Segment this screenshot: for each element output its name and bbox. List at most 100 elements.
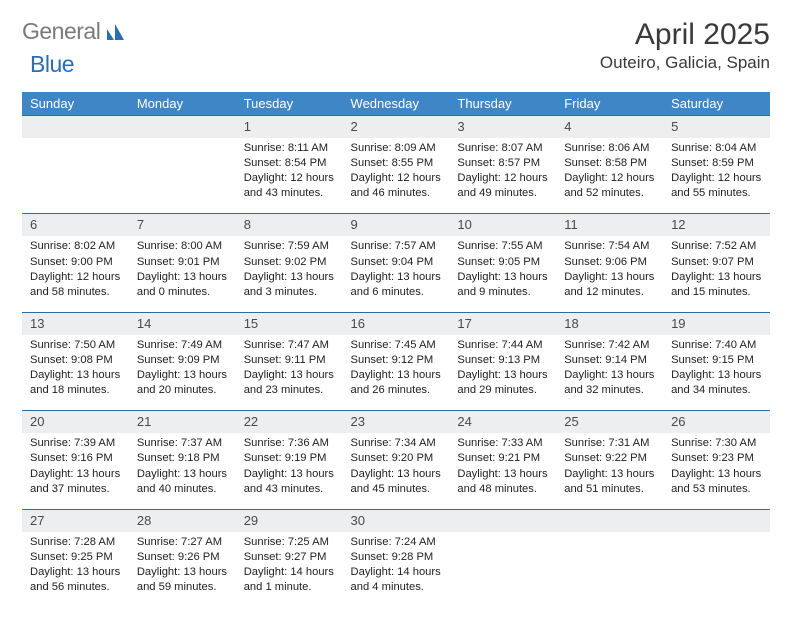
day-info-text: Sunrise: 8:09 AMSunset: 8:55 PMDaylight:…	[351, 141, 442, 201]
info-row: Sunrise: 8:11 AMSunset: 8:54 PMDaylight:…	[22, 138, 770, 214]
info-row: Sunrise: 8:02 AMSunset: 9:00 PMDaylight:…	[22, 236, 770, 312]
day-number: 22	[244, 414, 258, 429]
day-info-cell	[449, 532, 556, 607]
day-number: 10	[457, 217, 471, 232]
month-title: April 2025	[600, 18, 770, 51]
day-number: 17	[457, 316, 471, 331]
day-info-cell: Sunrise: 7:54 AMSunset: 9:06 PMDaylight:…	[556, 236, 663, 312]
day-info-cell: Sunrise: 7:47 AMSunset: 9:11 PMDaylight:…	[236, 335, 343, 411]
weekday-header: Monday	[129, 92, 236, 116]
info-row: Sunrise: 7:28 AMSunset: 9:25 PMDaylight:…	[22, 532, 770, 607]
calendar-page: General April 2025 Outeiro, Galicia, Spa…	[0, 0, 792, 617]
weekday-header: Wednesday	[343, 92, 450, 116]
daynum-row: 6789101112	[22, 214, 770, 237]
day-number: 18	[564, 316, 578, 331]
day-info-text: Sunrise: 7:54 AMSunset: 9:06 PMDaylight:…	[564, 239, 655, 299]
day-number-cell: 18	[556, 312, 663, 335]
day-info-text: Sunrise: 7:28 AMSunset: 9:25 PMDaylight:…	[30, 535, 121, 595]
day-info-cell: Sunrise: 7:28 AMSunset: 9:25 PMDaylight:…	[22, 532, 129, 607]
day-number: 6	[30, 217, 37, 232]
day-info-cell: Sunrise: 7:39 AMSunset: 9:16 PMDaylight:…	[22, 433, 129, 509]
day-number-cell: 17	[449, 312, 556, 335]
day-number: 3	[457, 119, 464, 134]
day-info-text: Sunrise: 7:30 AMSunset: 9:23 PMDaylight:…	[671, 436, 762, 496]
day-number: 12	[671, 217, 685, 232]
weekday-header: Saturday	[663, 92, 770, 116]
day-number: 27	[30, 513, 44, 528]
day-info-text: Sunrise: 7:47 AMSunset: 9:11 PMDaylight:…	[244, 338, 335, 398]
day-number-cell	[449, 509, 556, 532]
logo-text-blue: Blue	[30, 51, 74, 77]
day-number-cell: 3	[449, 116, 556, 139]
day-info-cell: Sunrise: 8:00 AMSunset: 9:01 PMDaylight:…	[129, 236, 236, 312]
day-info-text: Sunrise: 7:25 AMSunset: 9:27 PMDaylight:…	[244, 535, 335, 595]
day-number-cell: 20	[22, 411, 129, 434]
day-number-cell: 30	[343, 509, 450, 532]
day-info-cell	[22, 138, 129, 214]
day-number: 9	[351, 217, 358, 232]
day-number: 5	[671, 119, 678, 134]
day-info-cell: Sunrise: 7:34 AMSunset: 9:20 PMDaylight:…	[343, 433, 450, 509]
day-number-cell: 6	[22, 214, 129, 237]
day-info-cell: Sunrise: 7:25 AMSunset: 9:27 PMDaylight:…	[236, 532, 343, 607]
daynum-row: 1 2 3 4 5	[22, 116, 770, 139]
day-info-cell: Sunrise: 8:06 AMSunset: 8:58 PMDaylight:…	[556, 138, 663, 214]
day-number: 19	[671, 316, 685, 331]
day-number: 30	[351, 513, 365, 528]
day-number-cell: 12	[663, 214, 770, 237]
day-info-cell: Sunrise: 8:11 AMSunset: 8:54 PMDaylight:…	[236, 138, 343, 214]
day-info-text: Sunrise: 7:42 AMSunset: 9:14 PMDaylight:…	[564, 338, 655, 398]
day-number: 14	[137, 316, 151, 331]
day-number: 24	[457, 414, 471, 429]
day-number: 2	[351, 119, 358, 134]
day-number-cell: 4	[556, 116, 663, 139]
day-info-text: Sunrise: 8:07 AMSunset: 8:57 PMDaylight:…	[457, 141, 548, 201]
weekday-header: Sunday	[22, 92, 129, 116]
day-number-cell: 11	[556, 214, 663, 237]
day-info-text: Sunrise: 8:00 AMSunset: 9:01 PMDaylight:…	[137, 239, 228, 299]
day-number: 4	[564, 119, 571, 134]
day-info-text: Sunrise: 7:44 AMSunset: 9:13 PMDaylight:…	[457, 338, 548, 398]
day-number-cell	[22, 116, 129, 139]
day-info-cell: Sunrise: 7:57 AMSunset: 9:04 PMDaylight:…	[343, 236, 450, 312]
day-info-cell: Sunrise: 8:02 AMSunset: 9:00 PMDaylight:…	[22, 236, 129, 312]
info-row: Sunrise: 7:39 AMSunset: 9:16 PMDaylight:…	[22, 433, 770, 509]
calendar-table: SundayMondayTuesdayWednesdayThursdayFrid…	[22, 92, 770, 607]
calendar-body: 12345Sunrise: 8:11 AMSunset: 8:54 PMDayl…	[22, 116, 770, 608]
day-info-text: Sunrise: 7:31 AMSunset: 9:22 PMDaylight:…	[564, 436, 655, 496]
day-info-text: Sunrise: 7:45 AMSunset: 9:12 PMDaylight:…	[351, 338, 442, 398]
day-number-cell: 24	[449, 411, 556, 434]
day-number-cell: 22	[236, 411, 343, 434]
day-number: 7	[137, 217, 144, 232]
day-info-cell: Sunrise: 7:52 AMSunset: 9:07 PMDaylight:…	[663, 236, 770, 312]
day-number: 1	[244, 119, 251, 134]
day-info-text: Sunrise: 7:33 AMSunset: 9:21 PMDaylight:…	[457, 436, 548, 496]
day-info-cell: Sunrise: 7:44 AMSunset: 9:13 PMDaylight:…	[449, 335, 556, 411]
logo: General	[22, 18, 129, 45]
day-number-cell: 21	[129, 411, 236, 434]
logo-sail-icon	[104, 22, 126, 42]
day-number: 20	[30, 414, 44, 429]
day-number-cell: 7	[129, 214, 236, 237]
logo-text-general: General	[22, 18, 100, 45]
day-info-cell: Sunrise: 7:33 AMSunset: 9:21 PMDaylight:…	[449, 433, 556, 509]
day-info-cell: Sunrise: 7:27 AMSunset: 9:26 PMDaylight:…	[129, 532, 236, 607]
day-number-cell: 2	[343, 116, 450, 139]
day-number: 13	[30, 316, 44, 331]
day-info-cell: Sunrise: 7:45 AMSunset: 9:12 PMDaylight:…	[343, 335, 450, 411]
day-info-cell	[663, 532, 770, 607]
day-info-text: Sunrise: 8:06 AMSunset: 8:58 PMDaylight:…	[564, 141, 655, 201]
day-info-cell: Sunrise: 7:59 AMSunset: 9:02 PMDaylight:…	[236, 236, 343, 312]
day-number: 16	[351, 316, 365, 331]
weekdays-row: SundayMondayTuesdayWednesdayThursdayFrid…	[22, 92, 770, 116]
day-info-text: Sunrise: 7:39 AMSunset: 9:16 PMDaylight:…	[30, 436, 121, 496]
weekday-header: Thursday	[449, 92, 556, 116]
day-info-text: Sunrise: 7:52 AMSunset: 9:07 PMDaylight:…	[671, 239, 762, 299]
day-info-text: Sunrise: 7:50 AMSunset: 9:08 PMDaylight:…	[30, 338, 121, 398]
day-info-cell: Sunrise: 7:42 AMSunset: 9:14 PMDaylight:…	[556, 335, 663, 411]
day-info-text: Sunrise: 7:34 AMSunset: 9:20 PMDaylight:…	[351, 436, 442, 496]
day-info-cell: Sunrise: 7:55 AMSunset: 9:05 PMDaylight:…	[449, 236, 556, 312]
day-number: 23	[351, 414, 365, 429]
calendar-head: SundayMondayTuesdayWednesdayThursdayFrid…	[22, 92, 770, 116]
weekday-header: Tuesday	[236, 92, 343, 116]
